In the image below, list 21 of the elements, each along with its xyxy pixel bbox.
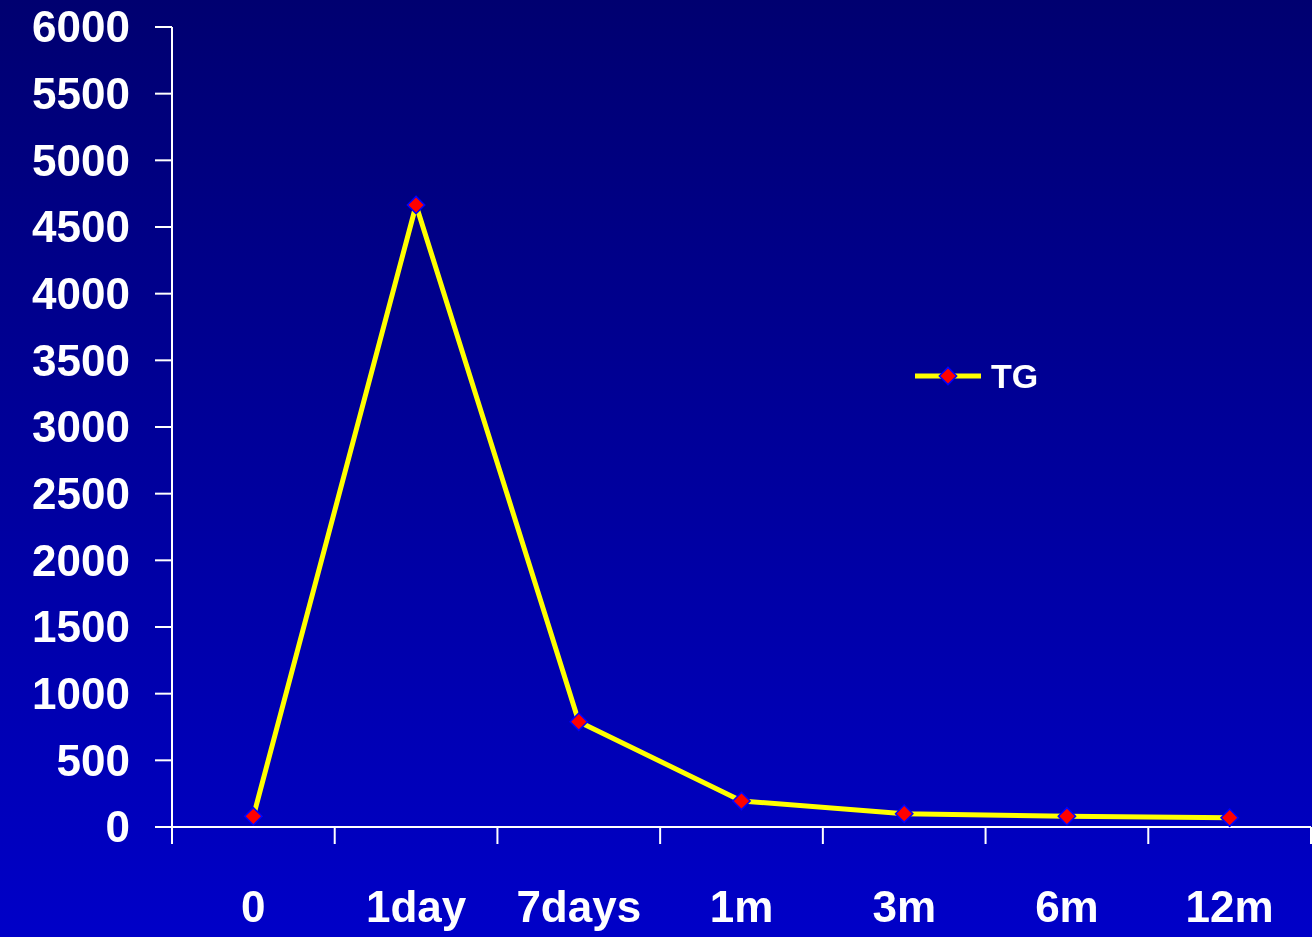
y-tick-label: 500 (56, 735, 130, 785)
x-tick-label: 1m (709, 882, 774, 931)
x-tick-label: 6m (1035, 882, 1099, 931)
y-tick-label: 1500 (32, 602, 130, 652)
legend-label: TG (991, 356, 1039, 395)
x-tick-label: 12m (1185, 882, 1274, 931)
y-tick-label: 6000 (32, 2, 130, 52)
x-tick-label: 1day (365, 882, 467, 931)
x-tick-label: 0 (241, 882, 266, 931)
y-tick-label: 5000 (32, 135, 130, 185)
y-tick-label: 5500 (32, 69, 130, 119)
y-tick-label: 2500 (32, 469, 130, 519)
y-tick-label: 3500 (32, 335, 130, 385)
x-tick-label: 7days (516, 882, 642, 931)
y-tick-label: 4500 (32, 202, 130, 252)
y-tick-label: 0 (105, 802, 130, 852)
x-tick-label: 3m (872, 882, 937, 931)
y-tick-label: 1000 (32, 669, 130, 719)
y-tick-label: 2000 (32, 535, 130, 585)
y-tick-label: 3000 (32, 402, 130, 452)
y-tick-label: 4000 (32, 269, 130, 319)
